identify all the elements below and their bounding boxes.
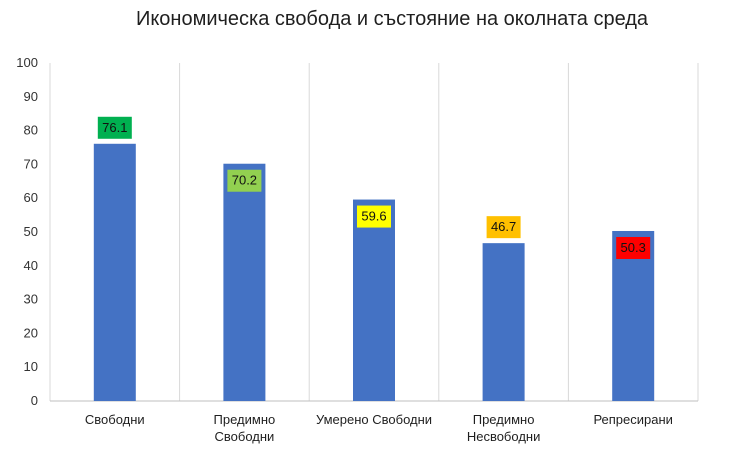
data-label: 76.1 — [102, 120, 127, 135]
y-tick-label: 50 — [24, 224, 38, 239]
y-tick-label: 30 — [24, 292, 38, 307]
category-label: Умерено Свободни — [316, 412, 432, 427]
y-tick-label: 80 — [24, 123, 38, 138]
bar — [223, 163, 266, 401]
data-label-box — [486, 216, 521, 239]
y-tick-label: 0 — [31, 393, 38, 408]
category-label: Свободни — [215, 429, 275, 444]
y-tick-label: 20 — [24, 325, 38, 340]
category-label: Предимно — [473, 412, 535, 427]
y-tick-label: 40 — [24, 258, 38, 273]
data-label-box — [357, 205, 391, 228]
data-label: 70.2 — [232, 173, 257, 188]
data-label: 50.3 — [621, 240, 646, 255]
category-label: Репресирани — [593, 412, 673, 427]
y-tick-label: 70 — [24, 156, 38, 171]
bar — [93, 143, 136, 402]
chart-title: Икономическа свобода и състояние на окол… — [135, 8, 649, 30]
y-tick-label: 60 — [24, 190, 38, 205]
y-tick-label: 10 — [24, 359, 38, 374]
y-tick-label: 90 — [24, 89, 38, 104]
y-tick-label: 100 — [16, 55, 38, 70]
data-label-box — [227, 169, 262, 192]
category-label: Свободни — [85, 412, 145, 427]
data-label: 59.6 — [361, 209, 386, 224]
data-label: 46.7 — [491, 219, 516, 234]
data-label-box — [97, 116, 132, 139]
bar — [612, 230, 655, 401]
category-label: Предимно — [214, 412, 276, 427]
bar — [482, 243, 525, 401]
category-label: Несвободни — [467, 429, 541, 444]
data-label-box — [616, 236, 651, 259]
bar — [353, 199, 395, 401]
